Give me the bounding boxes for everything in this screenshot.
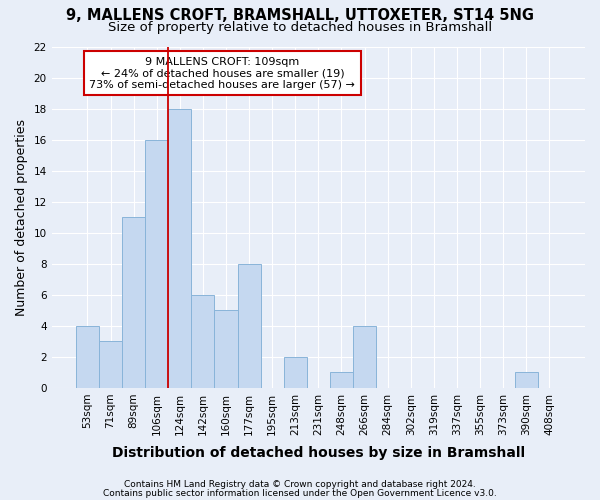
Text: 9, MALLENS CROFT, BRAMSHALL, UTTOXETER, ST14 5NG: 9, MALLENS CROFT, BRAMSHALL, UTTOXETER, … <box>66 8 534 22</box>
Text: Contains HM Land Registry data © Crown copyright and database right 2024.: Contains HM Land Registry data © Crown c… <box>124 480 476 489</box>
Bar <box>353 326 376 388</box>
Bar <box>515 372 538 388</box>
Bar <box>191 295 214 388</box>
Bar <box>99 342 122 388</box>
Bar <box>145 140 168 388</box>
Bar <box>214 310 238 388</box>
Bar <box>76 326 99 388</box>
Text: Contains public sector information licensed under the Open Government Licence v3: Contains public sector information licen… <box>103 488 497 498</box>
Bar <box>330 372 353 388</box>
Text: 9 MALLENS CROFT: 109sqm
← 24% of detached houses are smaller (19)
73% of semi-de: 9 MALLENS CROFT: 109sqm ← 24% of detache… <box>89 56 355 90</box>
Text: Size of property relative to detached houses in Bramshall: Size of property relative to detached ho… <box>108 21 492 34</box>
Bar <box>238 264 260 388</box>
Bar <box>122 217 145 388</box>
Bar <box>284 357 307 388</box>
Bar <box>168 108 191 388</box>
Y-axis label: Number of detached properties: Number of detached properties <box>15 118 28 316</box>
X-axis label: Distribution of detached houses by size in Bramshall: Distribution of detached houses by size … <box>112 446 525 460</box>
